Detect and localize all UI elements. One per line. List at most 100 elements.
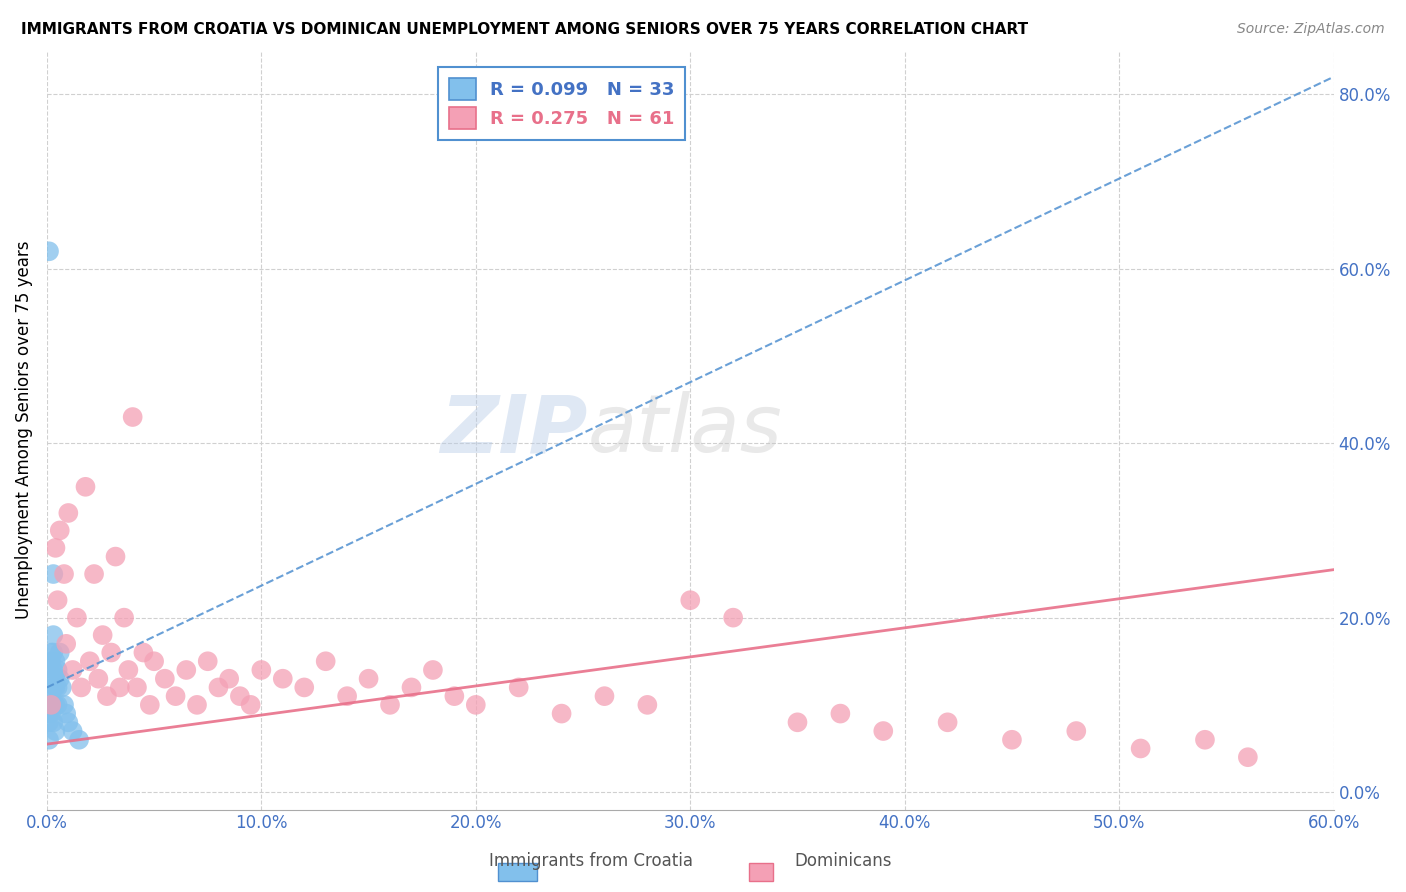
- Point: [830, 706, 852, 721]
- Point: [70, 681, 93, 695]
- Point: [42, 698, 65, 712]
- Point: [53, 567, 76, 582]
- Point: [91, 628, 114, 642]
- Point: [132, 646, 155, 660]
- Point: [1001, 732, 1024, 747]
- Point: [872, 724, 894, 739]
- Point: [139, 698, 162, 712]
- Text: Source: ZipAtlas.com: Source: ZipAtlas.com: [1237, 22, 1385, 37]
- Y-axis label: Unemployment Among Seniors over 75 years: Unemployment Among Seniors over 75 years: [15, 241, 32, 619]
- Point: [79, 654, 101, 668]
- Point: [721, 610, 744, 624]
- Point: [550, 706, 572, 721]
- Point: [44, 541, 66, 555]
- Point: [87, 672, 110, 686]
- Point: [239, 698, 262, 712]
- Point: [112, 610, 135, 624]
- Point: [66, 610, 89, 624]
- Point: [53, 698, 76, 712]
- Point: [42, 646, 65, 660]
- Point: [44, 698, 66, 712]
- Point: [218, 672, 240, 686]
- Point: [46, 681, 69, 695]
- Point: [401, 681, 423, 695]
- Point: [271, 672, 294, 686]
- Point: [39, 672, 62, 686]
- Point: [44, 654, 66, 668]
- Point: [75, 480, 97, 494]
- Point: [250, 663, 273, 677]
- Point: [42, 715, 65, 730]
- Text: IMMIGRANTS FROM CROATIA VS DOMINICAN UNEMPLOYMENT AMONG SENIORS OVER 75 YEARS CO: IMMIGRANTS FROM CROATIA VS DOMINICAN UNE…: [21, 22, 1028, 37]
- Point: [422, 663, 444, 677]
- Point: [1129, 741, 1152, 756]
- Point: [38, 715, 60, 730]
- Point: [1237, 750, 1260, 764]
- Point: [46, 698, 69, 712]
- Point: [38, 706, 60, 721]
- Point: [39, 706, 62, 721]
- Point: [117, 663, 139, 677]
- Point: [143, 654, 166, 668]
- Point: [679, 593, 702, 607]
- Point: [67, 732, 90, 747]
- Point: [46, 593, 69, 607]
- Point: [207, 681, 229, 695]
- Text: Dominicans: Dominicans: [794, 852, 893, 870]
- Point: [125, 681, 148, 695]
- Point: [443, 689, 465, 703]
- Point: [464, 698, 486, 712]
- Point: [39, 654, 62, 668]
- Point: [1064, 724, 1087, 739]
- Point: [55, 706, 77, 721]
- Point: [292, 681, 315, 695]
- Point: [108, 681, 131, 695]
- Point: [39, 689, 62, 703]
- Point: [186, 698, 208, 712]
- Point: [229, 689, 252, 703]
- Point: [315, 654, 337, 668]
- Legend: R = 0.099   N = 33, R = 0.275   N = 61: R = 0.099 N = 33, R = 0.275 N = 61: [437, 67, 685, 140]
- Point: [44, 672, 66, 686]
- Point: [378, 698, 401, 712]
- Point: [55, 637, 77, 651]
- Point: [336, 689, 359, 703]
- Text: atlas: atlas: [588, 391, 782, 469]
- Text: Immigrants from Croatia: Immigrants from Croatia: [488, 852, 693, 870]
- Point: [153, 672, 176, 686]
- Point: [936, 715, 959, 730]
- Point: [58, 506, 80, 520]
- Point: [38, 698, 60, 712]
- Point: [593, 689, 616, 703]
- Point: [636, 698, 658, 712]
- Point: [38, 732, 60, 747]
- Point: [42, 663, 65, 677]
- Point: [121, 410, 143, 425]
- Point: [508, 681, 530, 695]
- Point: [786, 715, 808, 730]
- Point: [96, 689, 118, 703]
- FancyBboxPatch shape: [498, 863, 537, 881]
- Point: [51, 681, 73, 695]
- Point: [357, 672, 380, 686]
- Point: [44, 724, 66, 739]
- Point: [42, 567, 65, 582]
- Point: [46, 663, 69, 677]
- Point: [197, 654, 219, 668]
- Point: [44, 681, 66, 695]
- Point: [49, 672, 72, 686]
- Point: [39, 698, 62, 712]
- Point: [174, 663, 197, 677]
- Point: [38, 244, 60, 259]
- Point: [49, 524, 72, 538]
- Point: [1194, 732, 1216, 747]
- Point: [62, 724, 84, 739]
- Point: [165, 689, 187, 703]
- Point: [42, 681, 65, 695]
- Point: [100, 646, 122, 660]
- Point: [49, 646, 72, 660]
- Point: [104, 549, 127, 564]
- Point: [83, 567, 105, 582]
- Point: [42, 628, 65, 642]
- Text: ZIP: ZIP: [440, 391, 588, 469]
